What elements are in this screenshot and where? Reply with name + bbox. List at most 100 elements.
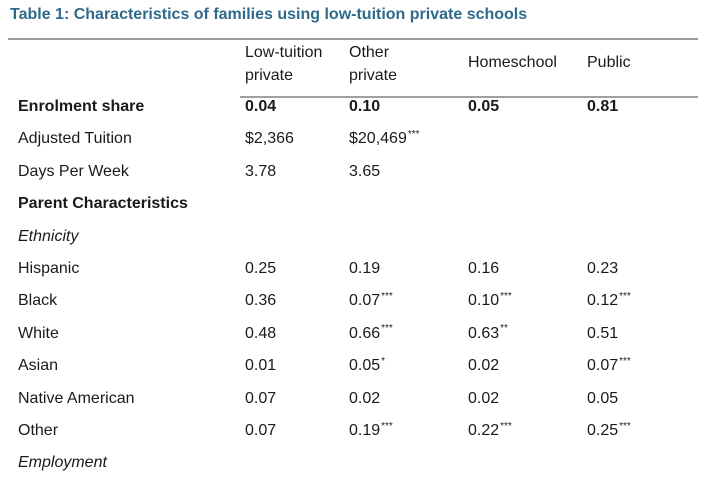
row-label: Native American <box>18 389 135 407</box>
cell-value: 0.10 <box>349 98 381 115</box>
column-header: Homeschool <box>468 51 557 74</box>
significance-marker: *** <box>381 323 393 335</box>
cell-value: 0.05 <box>349 357 381 375</box>
significance-marker: ** <box>500 323 508 335</box>
column-header: Other private <box>349 41 397 87</box>
cell-value: 0.23 <box>587 260 619 277</box>
significance-marker: *** <box>619 420 631 432</box>
section-label: Parent Characteristics <box>18 195 188 213</box>
table-cell: 0.05 <box>587 389 618 409</box>
significance-marker: *** <box>619 291 631 303</box>
table-cell: 0.07 <box>245 389 276 409</box>
cell-value: 0.81 <box>587 98 619 115</box>
table-cell: 0.07*** <box>349 291 393 311</box>
cell-value: 3.65 <box>349 162 381 180</box>
cell-value: 0.07 <box>587 357 619 375</box>
header-bottom-rule <box>240 96 698 98</box>
row-label: Hispanic <box>18 260 80 277</box>
significance-marker: *** <box>619 355 631 367</box>
row-label: Other <box>18 422 59 439</box>
table-title: Table 1: Characteristics of families usi… <box>10 6 528 23</box>
column-header-line: Other <box>349 44 390 61</box>
table-cell: 0.66*** <box>349 324 393 344</box>
cell-value: 0.07 <box>245 422 277 439</box>
cell-value: 0.19 <box>349 422 381 439</box>
table-cell: 0.23 <box>587 259 618 279</box>
table-cell: $20,469*** <box>349 129 420 149</box>
section-label: Employment <box>18 454 107 472</box>
table-top-rule <box>8 38 698 40</box>
table-cell: 0.02 <box>468 389 499 409</box>
table-cell: 0.22*** <box>468 421 512 441</box>
cell-value: 0.63 <box>468 324 500 342</box>
column-header: Low-tuition private <box>245 41 322 87</box>
table-cell: 0.01 <box>245 356 276 376</box>
table-cell: 0.81 <box>587 97 618 117</box>
table-cell: $2,366 <box>245 129 294 149</box>
row-label: Asian <box>18 357 59 375</box>
cell-value: 0.25 <box>245 260 277 277</box>
table-cell: 3.65 <box>349 162 380 182</box>
table-cell: 0.10*** <box>468 291 512 311</box>
column-header-line: private <box>349 67 398 84</box>
table-cell: 0.19*** <box>349 421 393 441</box>
cell-value: 0.01 <box>245 357 277 375</box>
cell-value: 0.07 <box>349 292 381 310</box>
column-header-line: Homeschool <box>468 54 557 71</box>
column-header: Public <box>587 51 631 74</box>
cell-value: 0.16 <box>468 260 500 277</box>
cell-value: 0.48 <box>245 324 277 342</box>
column-header-line: Low-tuition <box>245 44 323 61</box>
table-cell: 0.36 <box>245 291 276 311</box>
table-cell: 0.02 <box>468 356 499 376</box>
cell-value: $2,366 <box>245 130 294 148</box>
significance-marker: *** <box>500 291 512 303</box>
table-cell: 0.48 <box>245 324 276 344</box>
cell-value: 0.66 <box>349 324 381 342</box>
table-cell: 0.05 <box>468 97 499 117</box>
cell-value: 0.19 <box>349 260 381 277</box>
table-cell: 0.04 <box>245 97 276 117</box>
table-cell: 0.16 <box>468 259 499 279</box>
table-cell: 0.02 <box>349 389 380 409</box>
table-cell: 0.25*** <box>587 421 631 441</box>
cell-value: 0.25 <box>587 422 619 439</box>
cell-value: 0.36 <box>245 292 277 310</box>
section-label: Enrolment share <box>18 98 145 115</box>
column-header-line: Public <box>587 54 631 71</box>
section-label: Ethnicity <box>18 227 79 245</box>
significance-marker: *** <box>381 291 393 303</box>
cell-value: 0.12 <box>587 292 619 310</box>
table-cell: 3.78 <box>245 162 276 182</box>
row-label: Adjusted Tuition <box>18 130 132 148</box>
cell-value: 0.04 <box>245 98 277 115</box>
table-cell: 0.25 <box>245 259 276 279</box>
table-cell: 0.07*** <box>587 356 631 376</box>
cell-value: 0.02 <box>349 389 381 407</box>
row-label: Days Per Week <box>18 162 129 180</box>
cell-value: 0.10 <box>468 292 500 310</box>
table-cell: 0.10 <box>349 97 380 117</box>
cell-value: 0.05 <box>587 389 619 407</box>
cell-value: 0.02 <box>468 389 500 407</box>
column-header-line: private <box>245 67 294 84</box>
significance-marker: * <box>381 355 386 367</box>
cell-value: 3.78 <box>245 162 277 180</box>
row-label: White <box>18 324 59 342</box>
cell-value: 0.51 <box>587 324 619 342</box>
cell-value: $20,469 <box>349 130 407 148</box>
significance-marker: *** <box>500 420 512 432</box>
table-cell: 0.07 <box>245 421 276 441</box>
table-cell: 0.19 <box>349 259 380 279</box>
row-label: Black <box>18 292 58 310</box>
cell-value: 0.02 <box>468 357 500 375</box>
table-cell: 0.51 <box>587 324 618 344</box>
table-cell: 0.63** <box>468 324 508 344</box>
significance-marker: *** <box>381 420 393 432</box>
cell-value: 0.07 <box>245 389 277 407</box>
cell-value: 0.22 <box>468 422 500 439</box>
cell-value: 0.05 <box>468 98 500 115</box>
table-cell: 0.05* <box>349 356 385 376</box>
significance-marker: *** <box>407 129 420 141</box>
table-cell: 0.12*** <box>587 291 631 311</box>
